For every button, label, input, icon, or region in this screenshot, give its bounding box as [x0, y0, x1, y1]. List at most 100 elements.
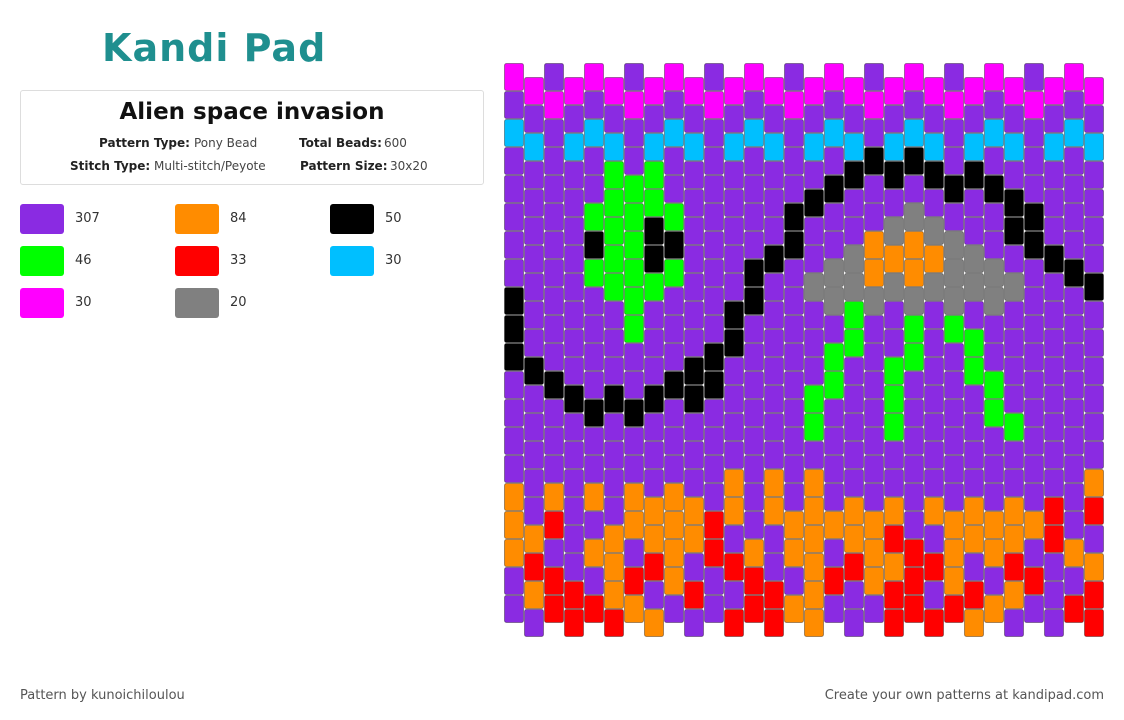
bead — [1084, 105, 1104, 133]
bead — [604, 385, 624, 413]
bead — [1004, 217, 1024, 245]
bead — [824, 595, 844, 623]
bead — [724, 413, 744, 441]
bead — [724, 609, 744, 637]
bead — [724, 553, 744, 581]
bead — [824, 231, 844, 259]
bead — [504, 147, 524, 175]
bead — [984, 595, 1004, 623]
bead — [784, 119, 804, 147]
bead — [564, 105, 584, 133]
bead — [764, 217, 784, 245]
bead — [1084, 161, 1104, 189]
bead — [804, 77, 824, 105]
swatch — [175, 246, 219, 276]
bead — [1044, 385, 1064, 413]
bead — [764, 301, 784, 329]
bead — [644, 609, 664, 637]
bead — [1064, 511, 1084, 539]
bead — [624, 343, 644, 371]
bead — [704, 399, 724, 427]
bead — [844, 273, 864, 301]
bead — [664, 427, 684, 455]
bead — [724, 329, 744, 357]
bead — [704, 91, 724, 119]
bead — [524, 609, 544, 637]
bead — [1044, 133, 1064, 161]
bead — [724, 133, 744, 161]
bead — [1084, 525, 1104, 553]
logo[interactable]: Kandi Pad — [102, 26, 326, 70]
bead — [964, 357, 984, 385]
bead — [504, 231, 524, 259]
bead — [824, 371, 844, 399]
bead — [684, 273, 704, 301]
bead — [944, 259, 964, 287]
bead — [1004, 105, 1024, 133]
bead — [664, 259, 684, 287]
bead — [1024, 455, 1044, 483]
bead — [664, 455, 684, 483]
bead — [1064, 539, 1084, 567]
bead — [804, 357, 824, 385]
cta-link[interactable]: Create your own patterns at kandipad.com — [824, 688, 1104, 703]
label: Pattern Size: — [300, 159, 388, 173]
bead — [564, 329, 584, 357]
bead — [864, 119, 884, 147]
bead — [1064, 119, 1084, 147]
bead — [1064, 455, 1084, 483]
bead — [624, 287, 644, 315]
bead — [1064, 567, 1084, 595]
bead — [864, 399, 884, 427]
bead — [524, 329, 544, 357]
bead — [664, 231, 684, 259]
bead — [844, 469, 864, 497]
bead — [704, 259, 724, 287]
bead — [664, 567, 684, 595]
bead — [844, 133, 864, 161]
bead — [604, 217, 624, 245]
bead — [524, 273, 544, 301]
bead — [684, 413, 704, 441]
bead — [604, 133, 624, 161]
bead — [1004, 357, 1024, 385]
bead — [564, 357, 584, 385]
bead — [944, 231, 964, 259]
swatch — [20, 204, 64, 234]
bead — [964, 77, 984, 105]
bead — [984, 539, 1004, 567]
bead — [784, 511, 804, 539]
bead — [604, 609, 624, 637]
bead — [944, 91, 964, 119]
bead — [604, 245, 624, 273]
bead — [884, 133, 904, 161]
bead — [904, 287, 924, 315]
bead — [864, 287, 884, 315]
bead — [864, 371, 884, 399]
bead — [864, 175, 884, 203]
bead — [584, 147, 604, 175]
bead — [744, 343, 764, 371]
bead — [824, 511, 844, 539]
bead — [744, 427, 764, 455]
bead — [944, 595, 964, 623]
bead — [1024, 63, 1044, 91]
bead — [964, 301, 984, 329]
bead — [664, 511, 684, 539]
bead — [724, 441, 744, 469]
bead — [564, 161, 584, 189]
bead — [1004, 133, 1024, 161]
bead — [984, 147, 1004, 175]
bead — [844, 553, 864, 581]
label: Stitch Type: — [70, 159, 151, 173]
bead — [944, 511, 964, 539]
bead — [884, 441, 904, 469]
swatch — [20, 246, 64, 276]
bead — [764, 77, 784, 105]
bead — [684, 161, 704, 189]
bead — [1084, 441, 1104, 469]
bead — [964, 329, 984, 357]
bead — [884, 189, 904, 217]
bead — [884, 413, 904, 441]
bead — [904, 483, 924, 511]
